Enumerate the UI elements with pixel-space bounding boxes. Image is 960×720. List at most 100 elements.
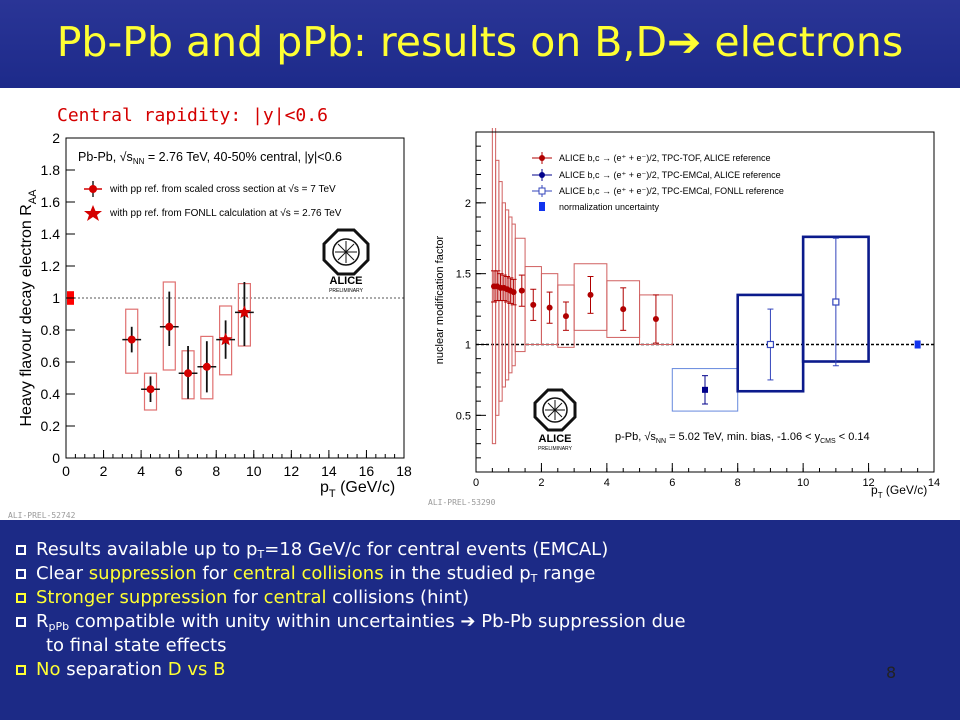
legend-item-scaled: with pp ref. from scaled cross section a…: [84, 181, 336, 197]
x-tick-label: 12: [284, 463, 300, 479]
svg-text:PRELIMINARY: PRELIMINARY: [538, 446, 572, 452]
systematic-box: [125, 308, 139, 374]
bullet-5: No separation D vs B: [16, 658, 946, 682]
bullet-3: Stronger suppression for central collisi…: [16, 586, 946, 610]
y-tick-label: 0.2: [41, 418, 61, 434]
svg-text:PRELIMINARY: PRELIMINARY: [329, 288, 363, 294]
data-point: [587, 291, 594, 298]
y-tick-label: 1.2: [41, 258, 61, 274]
x-tick-label: 10: [797, 477, 809, 489]
data-point: [127, 335, 136, 344]
x-axis-label: pT (GeV/c): [320, 479, 395, 500]
x-tick-label: 8: [735, 477, 741, 489]
x-tick-label: 12: [862, 477, 874, 489]
y-tick-label: 1.5: [456, 269, 471, 281]
svg-text:normalization uncertainty: normalization uncertainty: [559, 202, 660, 212]
y-tick-label: 1.8: [41, 162, 61, 178]
data-point-star: [219, 332, 233, 346]
data-point: [702, 386, 708, 393]
legend-item-normalization: normalization uncertainty: [539, 202, 660, 212]
bullet-list: Results available up to pT=18 GeV/c for …: [16, 538, 946, 682]
data-point: [546, 304, 553, 311]
y-tick-label: 0.5: [456, 410, 471, 422]
x-tick-label: 4: [604, 477, 610, 489]
x-tick-label: 16: [359, 463, 375, 479]
svg-text:ALICE b,c → (e⁺ + e⁻)/2, TPC-E: ALICE b,c → (e⁺ + e⁻)/2, TPC-EMCal, FONL…: [559, 186, 784, 196]
square-bullet-icon: [16, 616, 26, 627]
svg-text:with pp ref. from scaled cross: with pp ref. from scaled cross section a…: [109, 183, 336, 195]
data-point: [652, 316, 659, 322]
legend-header: Pb-Pb, √sNN = 2.76 TeV, 40-50% central, …: [78, 150, 342, 166]
systematic-box: [143, 372, 158, 411]
systematic-box: [200, 335, 214, 400]
square-bullet-icon: [16, 664, 26, 675]
data-point: [146, 385, 155, 394]
bullet-4-continued: to final state effects: [46, 635, 227, 656]
y-tick-label: 0.6: [41, 354, 61, 370]
legend-item-tpc-emcal-fonll: ALICE b,c → (e⁺ + e⁻)/2, TPC-EMCal, FONL…: [532, 185, 784, 197]
legend-item-tpc-tof: ALICE b,c → (e⁺ + e⁻)/2, TPC-TOF, ALICE …: [532, 152, 771, 164]
systematic-box: [162, 281, 176, 371]
legend-item-fonll: with pp ref. from FONLL calculation at √…: [84, 205, 342, 221]
x-tick-label: 14: [928, 477, 940, 489]
data-point-open-square: [766, 340, 775, 349]
x-tick-label: 8: [212, 463, 220, 479]
data-point: [184, 369, 193, 378]
y-tick-label: 0.8: [41, 322, 61, 338]
normalization-uncertainty-marker: [914, 340, 921, 349]
x-tick-label: 2: [100, 463, 108, 479]
data-point: [518, 287, 525, 294]
x-tick-label: 6: [175, 463, 183, 479]
x-tick-label: 14: [321, 463, 337, 479]
slide-title: Pb-Pb and pPb: results on B,D➔ electrons: [56, 18, 904, 66]
x-tick-label: 18: [396, 463, 412, 479]
y-tick-label: 1.6: [41, 194, 61, 210]
svg-text:ALICE: ALICE: [539, 433, 572, 445]
y-tick-label: 2: [52, 130, 60, 146]
bullet-2: Clear suppression for central collisions…: [16, 562, 946, 586]
y-tick-label: 1: [52, 290, 60, 306]
data-point: [510, 289, 517, 296]
data-point: [620, 306, 627, 313]
data-point-star: [237, 305, 251, 319]
systematic-box: [219, 305, 233, 376]
square-bullet-icon: [16, 568, 26, 579]
alice-logo: ALICE PRELIMINARY: [322, 228, 370, 294]
data-point: [165, 322, 174, 331]
x-axis-label: pT (GeV/c): [871, 483, 927, 500]
bullet-4: RpPb compatible with unity within uncert…: [16, 610, 946, 634]
data-point-open-square: [832, 298, 840, 306]
y-tick-label: 0.4: [41, 386, 61, 402]
x-tick-label: 0: [473, 477, 479, 489]
x-tick-label: 6: [669, 477, 675, 489]
raa-chart-pbpb: 0 2 4 6 8 10 12 14 16 18 0 0.2 0.4 0.6 0.8 1 1.2 1.4 1.6 1.…: [6, 128, 420, 512]
x-tick-label: 10: [246, 463, 262, 479]
annotation: p-Pb, √sNN = 5.02 TeV, min. bias, -1.06 …: [615, 431, 870, 445]
title-bar: [0, 0, 960, 88]
square-bullet-icon: [16, 592, 26, 603]
data-point: [530, 301, 537, 308]
y-axis-label: Heavy flavour decay electron RAA: [18, 189, 39, 427]
left-figure-tag: ALI-PREL-52742: [8, 511, 76, 520]
y-axis-label: nuclear modification factor: [434, 235, 446, 364]
x-tick-label: 4: [137, 463, 145, 479]
alice-logo: ALICE PRELIMINARY: [533, 388, 577, 452]
y-tick-label: 1: [465, 340, 471, 352]
svg-text:ALICE b,c → (e⁺ + e⁻)/2, TPC-T: ALICE b,c → (e⁺ + e⁻)/2, TPC-TOF, ALICE …: [559, 153, 771, 163]
x-tick-label: 0: [62, 463, 70, 479]
legend: ALICE b,c → (e⁺ + e⁻)/2, TPC-TOF, ALICE …: [532, 152, 784, 212]
y-tick-label: 2: [465, 198, 471, 210]
data-point: [562, 313, 569, 320]
svg-text:with pp ref. from FONLL calcul: with pp ref. from FONLL calculation at √…: [109, 207, 342, 219]
x-tick-label: 2: [538, 477, 544, 489]
data-point: [202, 362, 211, 371]
svg-text:ALICE: ALICE: [330, 275, 363, 287]
right-figure-tag: ALI-PREL-53290: [428, 498, 496, 507]
subtitle: Central rapidity: |y|<0.6: [57, 105, 328, 126]
y-tick-label: 1.4: [41, 226, 61, 242]
square-bullet-icon: [16, 544, 26, 555]
legend-item-tpc-emcal-alice: ALICE b,c → (e⁺ + e⁻)/2, TPC-EMCal, ALIC…: [532, 169, 781, 181]
page-number: 8: [886, 663, 897, 682]
rppb-chart: 0 2 4 6 8 10 12 14 0.5 1 1.5 2 nuclear modification…: [425, 128, 953, 506]
y-tick-label: 0: [52, 450, 60, 466]
